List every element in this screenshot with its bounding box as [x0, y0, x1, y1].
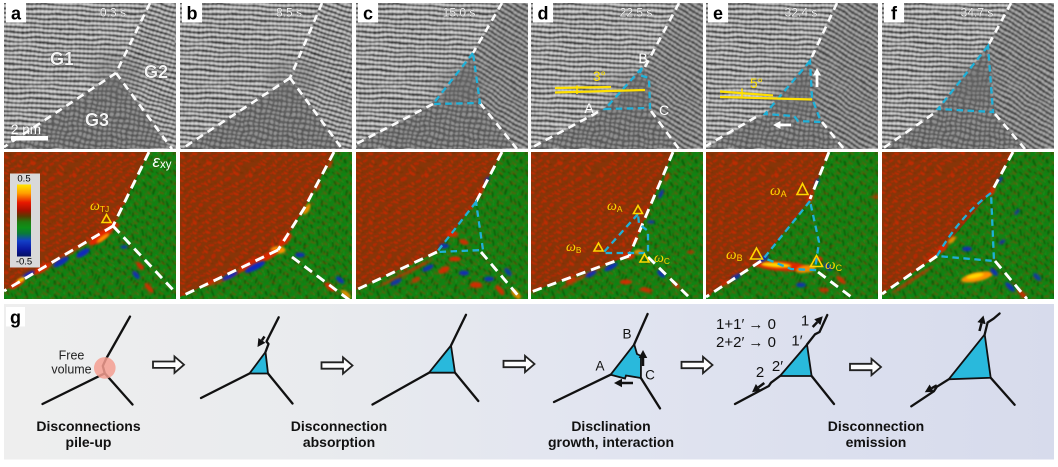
svg-text:-0.5: -0.5	[16, 257, 32, 268]
svg-text:G3: G3	[85, 110, 109, 130]
svg-text:5°: 5°	[750, 76, 763, 91]
svg-text:absorption: absorption	[303, 434, 375, 450]
svg-text:c: c	[363, 4, 373, 24]
svg-text:C: C	[645, 368, 655, 383]
svg-text:B: B	[622, 327, 631, 342]
svg-text:Free: Free	[59, 349, 85, 363]
svg-text:Disconnection: Disconnection	[828, 418, 924, 434]
svg-text:2′: 2′	[772, 358, 783, 375]
svg-text:0.3 s: 0.3 s	[100, 6, 126, 20]
svg-text:g: g	[10, 308, 21, 328]
svg-text:d: d	[538, 4, 549, 24]
svg-text:34.7 s: 34.7 s	[961, 6, 994, 20]
svg-text:2 nm: 2 nm	[11, 122, 41, 137]
svg-text:G1: G1	[50, 49, 74, 69]
svg-text:22.5 s: 22.5 s	[620, 6, 653, 20]
svg-text:volume: volume	[51, 363, 91, 377]
svg-text:Disconnections: Disconnections	[36, 418, 140, 434]
svg-text:b: b	[187, 4, 198, 24]
svg-text:f: f	[891, 4, 898, 24]
svg-text:Disclination: Disclination	[571, 418, 650, 434]
svg-text:15.0 s: 15.0 s	[443, 6, 476, 20]
svg-text:8.5 s: 8.5 s	[276, 6, 302, 20]
svg-text:2+2′ → 0: 2+2′ → 0	[716, 334, 776, 351]
svg-text:Disconnection: Disconnection	[291, 418, 387, 434]
svg-text:1′: 1′	[791, 333, 802, 350]
svg-text:32.4 s: 32.4 s	[785, 6, 818, 20]
svg-text:C: C	[659, 102, 669, 118]
svg-text:0.5: 0.5	[17, 174, 30, 185]
svg-text:growth, interaction: growth, interaction	[548, 434, 674, 450]
svg-text:G2: G2	[144, 62, 168, 82]
svg-text:B: B	[638, 50, 647, 66]
svg-text:A: A	[584, 100, 594, 116]
svg-text:A: A	[595, 359, 604, 374]
svg-text:e: e	[713, 4, 723, 24]
svg-text:pile-up: pile-up	[66, 434, 112, 450]
svg-text:2: 2	[756, 364, 764, 381]
svg-text:a: a	[11, 4, 22, 24]
svg-text:1+1′ → 0: 1+1′ → 0	[716, 316, 776, 333]
svg-text:1: 1	[801, 313, 809, 330]
svg-text:3°: 3°	[593, 69, 606, 84]
svg-text:emission: emission	[846, 434, 907, 450]
